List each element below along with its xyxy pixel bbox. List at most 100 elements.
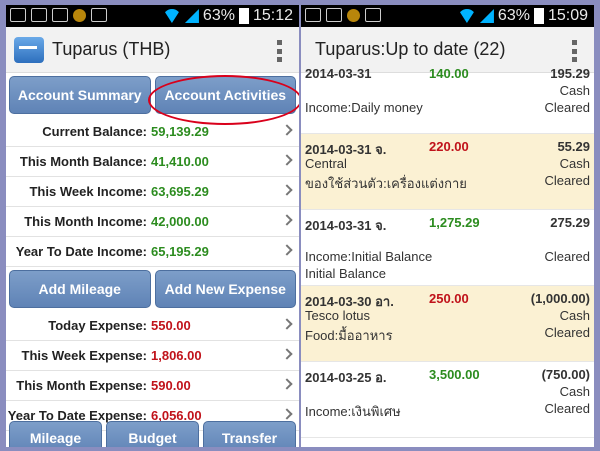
transaction-amount: 1,275.29 bbox=[429, 215, 480, 230]
payment-method: Cash bbox=[559, 308, 590, 323]
add-mileage-button[interactable]: Add Mileage bbox=[9, 270, 151, 308]
transaction-amount: 3,500.00 bbox=[429, 367, 480, 382]
stat-label: This Week Expense: bbox=[21, 348, 147, 363]
transaction-category: Income:Initial Balance bbox=[305, 249, 433, 264]
transaction-status: Cleared bbox=[544, 401, 590, 416]
month-expense-row[interactable]: This Month Expense: 590.00 bbox=[6, 371, 299, 401]
transaction-item[interactable]: 2014-03-31 จ. 1,275.29 275.29 Income:Initi… bbox=[301, 210, 594, 286]
mileage-tab[interactable]: Mileage bbox=[9, 421, 102, 447]
week-income-row[interactable]: This Week Income: 63,695.29 bbox=[6, 177, 299, 207]
transaction-item[interactable]: 2014-03-31 140.00 195.29 Cash Income:Daily… bbox=[301, 65, 594, 134]
stat-label: This Month Income: bbox=[24, 214, 147, 229]
transaction-status: Cleared bbox=[544, 249, 590, 264]
stat-label: This Week Income: bbox=[29, 184, 147, 199]
signal-icon bbox=[479, 9, 494, 23]
income-stats: Current Balance: 59,139.29 This Month Ba… bbox=[6, 117, 299, 267]
transaction-status: Cleared bbox=[544, 100, 590, 115]
transaction-item[interactable]: 2014-03-31 จ. 220.00 55.29 Central Cash ของ… bbox=[301, 134, 594, 210]
android-icon bbox=[365, 8, 381, 22]
payment-method: Cash bbox=[559, 83, 590, 98]
month-income-row[interactable]: This Month Income: 42,000.00 bbox=[6, 207, 299, 237]
stat-value: 41,410.00 bbox=[151, 154, 209, 169]
stat-label: Year To Date Expense: bbox=[7, 408, 147, 423]
status-bar: 63% 15:12 bbox=[6, 5, 299, 27]
month-balance-row[interactable]: This Month Balance: 41,410.00 bbox=[6, 147, 299, 177]
transaction-list: 2014-03-31 140.00 195.29 Cash Income:Daily… bbox=[301, 65, 594, 438]
transaction-category: ของใช้ส่วนตัว:เครื่องแต่งกาย bbox=[305, 176, 467, 191]
chevron-right-icon bbox=[281, 318, 293, 330]
transaction-date: 2014-03-31 bbox=[305, 66, 372, 81]
transaction-date: 2014-03-25 อ. bbox=[305, 370, 387, 385]
transaction-payee: Central bbox=[305, 156, 347, 171]
wifi-icon bbox=[457, 9, 476, 23]
transaction-date: 2014-03-30 อา. bbox=[305, 294, 394, 309]
stat-value: 42,000.00 bbox=[151, 214, 209, 229]
battery-icon bbox=[533, 8, 544, 24]
expense-stats: Today Expense: 550.00 This Week Expense:… bbox=[6, 311, 299, 431]
payment-method: Cash bbox=[559, 156, 590, 171]
coin-icon bbox=[347, 9, 360, 22]
cloud-icon bbox=[52, 8, 68, 22]
battery-icon bbox=[238, 8, 249, 24]
stat-label: This Month Balance: bbox=[19, 154, 147, 169]
overflow-menu-icon[interactable] bbox=[277, 40, 283, 62]
overflow-menu-icon[interactable] bbox=[572, 40, 578, 62]
action-bar: Tuparus (THB) bbox=[6, 27, 299, 73]
chevron-right-icon bbox=[281, 124, 293, 136]
payment-method: Cash bbox=[559, 384, 590, 399]
stat-value: 590.00 bbox=[151, 378, 191, 393]
chevron-right-icon bbox=[281, 214, 293, 226]
activities-title: Tuparus:Up to date (22) bbox=[315, 39, 506, 59]
transaction-category: Income:Daily money bbox=[305, 100, 423, 115]
stat-value: 6,056.00 bbox=[151, 408, 202, 423]
transaction-amount: 250.00 bbox=[429, 291, 469, 306]
coin-icon bbox=[73, 9, 86, 22]
chevron-right-icon bbox=[281, 154, 293, 166]
account-activities-button[interactable]: Account Activities bbox=[154, 76, 296, 114]
transaction-category: Food:มื้ออาหาร bbox=[305, 328, 393, 343]
activities-screen: 63% 15:09 Tuparus:Up to date (22) 2014-0… bbox=[301, 5, 594, 447]
transaction-item[interactable]: 2014-03-30 อา. 250.00 (1,000.00) Tesco lot… bbox=[301, 286, 594, 362]
clock: 15:12 bbox=[252, 7, 293, 24]
clock: 15:09 bbox=[547, 7, 588, 24]
transaction-balance: (1,000.00) bbox=[530, 291, 590, 306]
battery-percent: 63% bbox=[202, 7, 235, 24]
transaction-balance: 275.29 bbox=[550, 215, 590, 230]
week-expense-row[interactable]: This Week Expense: 1,806.00 bbox=[6, 341, 299, 371]
transaction-status: Cleared bbox=[544, 325, 590, 340]
transaction-amount: 220.00 bbox=[429, 139, 469, 154]
transaction-amount: 140.00 bbox=[429, 66, 469, 81]
today-expense-row[interactable]: Today Expense: 550.00 bbox=[6, 311, 299, 341]
stat-label: Year To Date Income: bbox=[15, 244, 147, 259]
action-bar: Tuparus:Up to date (22) bbox=[301, 27, 594, 73]
chevron-right-icon bbox=[281, 184, 293, 196]
stat-label: This Month Expense: bbox=[16, 378, 147, 393]
transfer-tab[interactable]: Transfer bbox=[203, 421, 296, 447]
transaction-category: Income:เงินพิเศษ bbox=[305, 404, 401, 419]
stat-value: 550.00 bbox=[151, 318, 191, 333]
transaction-balance: 55.29 bbox=[557, 139, 590, 154]
transaction-item[interactable]: 2014-03-25 อ. 3,500.00 (750.00) Cash Incom… bbox=[301, 362, 594, 438]
account-summary-button[interactable]: Account Summary bbox=[9, 76, 151, 114]
current-balance-row[interactable]: Current Balance: 59,139.29 bbox=[6, 117, 299, 147]
chevron-right-icon bbox=[281, 348, 293, 360]
stat-label: Today Expense: bbox=[48, 318, 147, 333]
ytd-income-row[interactable]: Year To Date Income: 65,195.29 bbox=[6, 237, 299, 267]
stat-value: 59,139.29 bbox=[151, 124, 209, 139]
account-title: Tuparus (THB) bbox=[52, 39, 171, 59]
image-icon bbox=[305, 8, 321, 22]
android-icon bbox=[91, 8, 107, 22]
transaction-payee: Tesco lotus bbox=[305, 308, 371, 323]
add-expense-button[interactable]: Add New Expense bbox=[154, 270, 296, 308]
wallet-icon[interactable] bbox=[14, 36, 44, 63]
transaction-balance: (750.00) bbox=[541, 367, 590, 382]
stat-value: 1,806.00 bbox=[151, 348, 202, 363]
account-summary-screen: 63% 15:12 Tuparus (THB) Account Summary … bbox=[6, 5, 299, 447]
bottom-tabs: Mileage Budget Transfer bbox=[6, 417, 299, 447]
transaction-status: Cleared bbox=[544, 173, 590, 188]
battery-percent: 63% bbox=[497, 7, 530, 24]
status-bar: 63% 15:09 bbox=[301, 5, 594, 27]
chevron-right-icon bbox=[281, 244, 293, 256]
transaction-date: 2014-03-31 จ. bbox=[305, 142, 387, 157]
budget-tab[interactable]: Budget bbox=[106, 421, 199, 447]
